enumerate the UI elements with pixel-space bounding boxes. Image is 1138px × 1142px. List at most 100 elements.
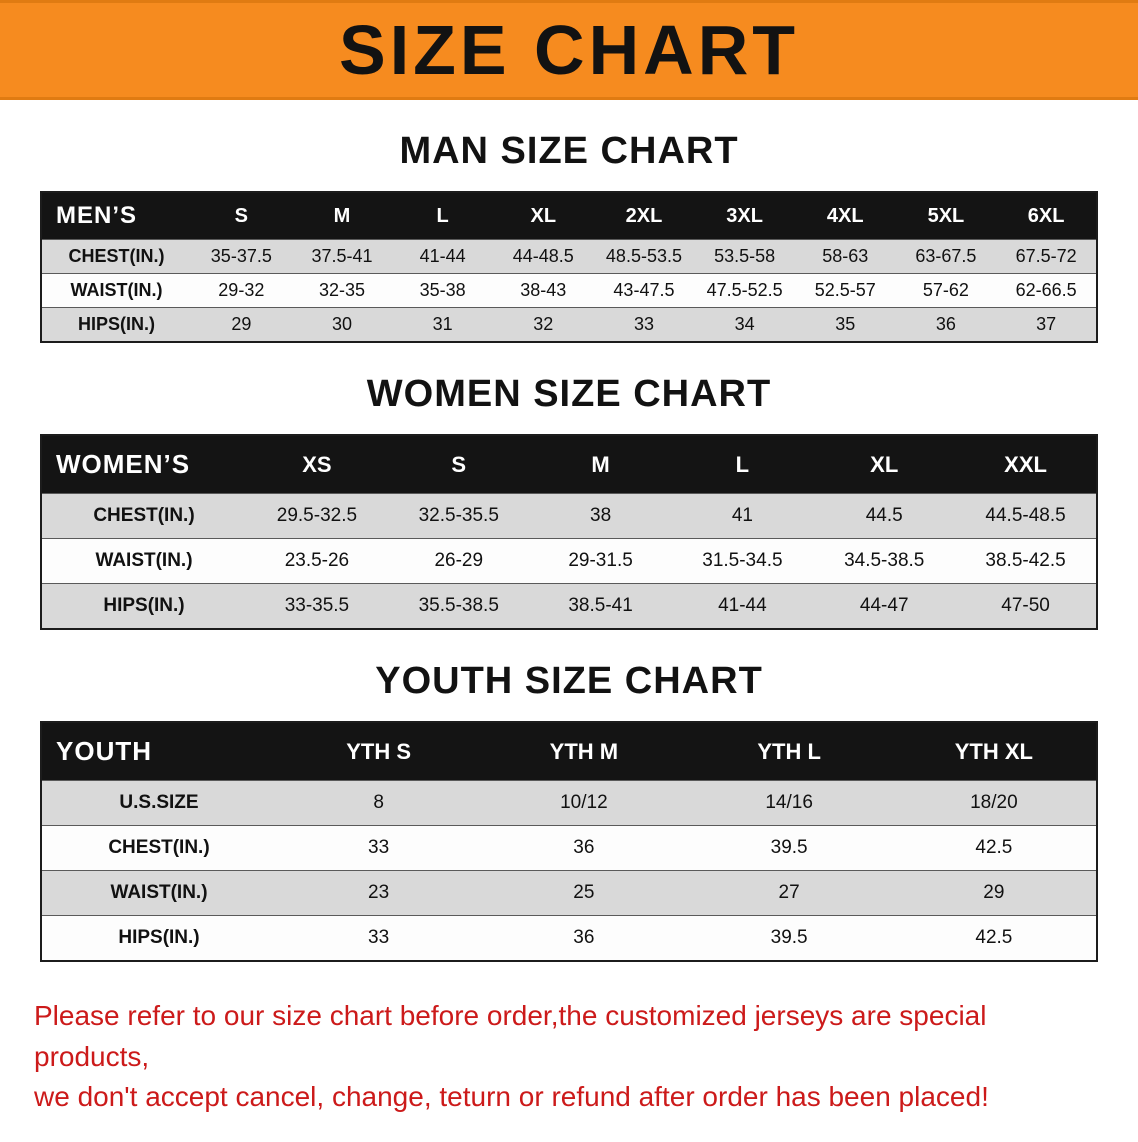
size-column-header: 6XL: [996, 192, 1097, 240]
row-label: CHEST(IN.): [41, 239, 191, 274]
table-title-cell: MEN’S: [41, 192, 191, 240]
size-value-cell: 44.5: [813, 493, 956, 539]
size-column-header: 5XL: [895, 192, 997, 240]
women-section-heading: WOMEN SIZE CHART: [366, 373, 772, 415]
row-label: CHEST(IN.): [41, 493, 246, 539]
size-value-cell: 38.5-42.5: [955, 538, 1097, 584]
size-value-cell: 36: [481, 915, 687, 961]
row-label: HIPS(IN.): [41, 915, 276, 961]
size-value-cell: 32-35: [291, 273, 393, 308]
youth-section-heading: YOUTH SIZE CHART: [375, 660, 763, 702]
table-row: HIPS(IN.) 33-35.5 35.5-38.5 38.5-41 41-44 44-…: [41, 583, 1097, 629]
size-column-header: XL: [813, 435, 956, 494]
row-label: WAIST(IN.): [41, 538, 246, 584]
women-size-chart-section: WOMEN SIZE CHART WOMEN’S XS S M L XL XXL CHEST(…: [0, 373, 1138, 630]
size-value-cell: 23.5-26: [246, 538, 388, 584]
page-title: SIZE CHART: [339, 11, 799, 89]
size-value-cell: 36: [895, 307, 997, 342]
size-value-cell: 31: [392, 307, 493, 342]
row-label: HIPS(IN.): [41, 307, 191, 342]
size-value-cell: 53.5-58: [694, 239, 795, 274]
size-value-cell: 26-29: [387, 538, 530, 584]
row-label: U.S.SIZE: [41, 780, 276, 826]
row-label: WAIST(IN.): [41, 870, 276, 916]
table-row: CHEST(IN.) 33 36 39.5 42.5: [41, 825, 1097, 871]
table-header-row: YOUTH YTH S YTH M YTH L YTH XL: [41, 722, 1097, 781]
size-column-header: 3XL: [694, 192, 795, 240]
size-column-header: YTH XL: [891, 722, 1097, 781]
size-value-cell: 10/12: [481, 780, 687, 826]
size-value-cell: 44.5-48.5: [955, 493, 1097, 539]
women-size-table: WOMEN’S XS S M L XL XXL CHEST(IN.) 29.5-32.5 32.5…: [40, 434, 1098, 630]
size-column-header: 4XL: [794, 192, 896, 240]
size-value-cell: 33: [593, 307, 695, 342]
size-value-cell: 29-31.5: [529, 538, 672, 584]
table-row: HIPS(IN.) 29 30 31 32 33 34 35 36 37: [41, 307, 1097, 342]
size-value-cell: 58-63: [794, 239, 896, 274]
men-section-heading: MAN SIZE CHART: [399, 130, 739, 172]
size-column-header: XL: [492, 192, 594, 240]
table-title-cell: YOUTH: [41, 722, 276, 781]
size-column-header: YTH S: [276, 722, 482, 781]
size-column-header: L: [671, 435, 814, 494]
table-row: WAIST(IN.) 29-32 32-35 35-38 38-43 43-47.5 47.…: [41, 273, 1097, 308]
size-value-cell: 44-48.5: [492, 239, 594, 274]
size-value-cell: 41: [671, 493, 814, 539]
size-value-cell: 38-43: [492, 273, 594, 308]
size-value-cell: 37.5-41: [291, 239, 393, 274]
table-title-cell: WOMEN’S: [41, 435, 246, 494]
size-column-header: 2XL: [593, 192, 695, 240]
size-value-cell: 37: [996, 307, 1097, 342]
size-value-cell: 34.5-38.5: [813, 538, 956, 584]
size-value-cell: 67.5-72: [996, 239, 1097, 274]
table-header-row: WOMEN’S XS S M L XL XXL: [41, 435, 1097, 494]
disclaimer-line-2: we don't accept cancel, change, teturn o…: [34, 1081, 989, 1113]
size-value-cell: 32.5-35.5: [387, 493, 530, 539]
size-value-cell: 44-47: [813, 583, 956, 629]
size-column-header: YTH M: [481, 722, 687, 781]
size-value-cell: 35-37.5: [191, 239, 292, 274]
size-value-cell: 33-35.5: [246, 583, 388, 629]
size-value-cell: 42.5: [891, 825, 1097, 871]
table-row: WAIST(IN.) 23 25 27 29: [41, 870, 1097, 916]
size-value-cell: 35-38: [392, 273, 493, 308]
size-value-cell: 38: [529, 493, 672, 539]
youth-size-table: YOUTH YTH S YTH M YTH L YTH XL U.S.SIZE 8 10/12…: [40, 721, 1098, 962]
size-column-header: S: [191, 192, 292, 240]
row-label: HIPS(IN.): [41, 583, 246, 629]
size-value-cell: 32: [492, 307, 594, 342]
size-value-cell: 29-32: [191, 273, 292, 308]
row-label: CHEST(IN.): [41, 825, 276, 871]
table-row: CHEST(IN.) 35-37.5 37.5-41 41-44 44-48.5 48.5…: [41, 239, 1097, 274]
size-value-cell: 8: [276, 780, 482, 826]
size-value-cell: 25: [481, 870, 687, 916]
size-column-header: M: [529, 435, 672, 494]
disclaimer-line-1: Please refer to our size chart before or…: [34, 1000, 987, 1072]
size-value-cell: 35.5-38.5: [387, 583, 530, 629]
table-row: HIPS(IN.) 33 36 39.5 42.5: [41, 915, 1097, 961]
size-value-cell: 39.5: [686, 825, 892, 871]
size-value-cell: 18/20: [891, 780, 1097, 826]
size-value-cell: 62-66.5: [996, 273, 1097, 308]
size-value-cell: 34: [694, 307, 795, 342]
size-value-cell: 39.5: [686, 915, 892, 961]
size-value-cell: 29.5-32.5: [246, 493, 388, 539]
size-value-cell: 29: [191, 307, 292, 342]
size-value-cell: 57-62: [895, 273, 997, 308]
size-value-cell: 47.5-52.5: [694, 273, 795, 308]
size-value-cell: 27: [686, 870, 892, 916]
size-value-cell: 14/16: [686, 780, 892, 826]
banner: SIZE CHART: [0, 0, 1138, 100]
size-value-cell: 31.5-34.5: [671, 538, 814, 584]
size-column-header: XXL: [955, 435, 1097, 494]
size-value-cell: 41-44: [392, 239, 493, 274]
size-value-cell: 30: [291, 307, 393, 342]
size-value-cell: 48.5-53.5: [593, 239, 695, 274]
size-value-cell: 33: [276, 825, 482, 871]
men-size-chart-section: MAN SIZE CHART MEN’S S M L XL 2XL 3XL 4XL 5XL 6XL…: [0, 130, 1138, 343]
size-column-header: S: [387, 435, 530, 494]
table-row: U.S.SIZE 8 10/12 14/16 18/20: [41, 780, 1097, 826]
size-value-cell: 63-67.5: [895, 239, 997, 274]
size-column-header: L: [392, 192, 493, 240]
